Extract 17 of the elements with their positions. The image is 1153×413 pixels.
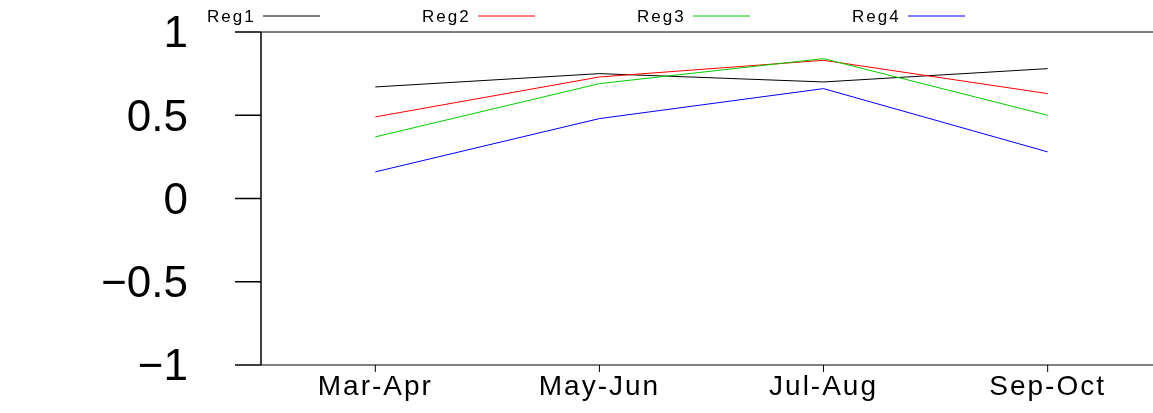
line-series — [374, 59, 1049, 118]
y-tick-label: −0.5 — [101, 257, 188, 307]
y-tick-label: 0.5 — [126, 90, 188, 140]
line-series — [374, 58, 1049, 138]
x-tick-label: Jul-Aug — [769, 370, 879, 401]
y-tick-label: 0 — [163, 173, 188, 223]
legend-label: Reg4 — [852, 6, 901, 26]
y-tick-label: 1 — [163, 7, 188, 57]
legend-label: Reg2 — [422, 6, 471, 26]
x-tick-label: Mar-Apr — [317, 370, 433, 401]
legend-label: Reg3 — [637, 6, 686, 26]
x-tick-label: May-Jun — [538, 370, 661, 401]
legend-label: Reg1 — [207, 6, 256, 26]
x-tick-label: Sep-Oct — [989, 370, 1107, 401]
line-series — [374, 88, 1049, 173]
line-series — [374, 68, 1049, 88]
y-tick-label: −1 — [137, 340, 188, 390]
